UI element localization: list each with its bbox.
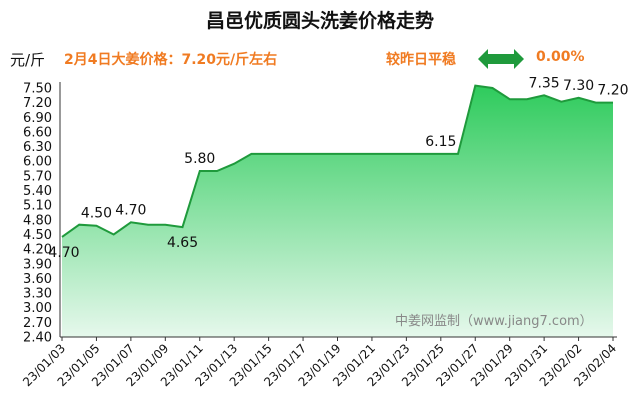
y-tick-label: 6.30 [23, 140, 52, 155]
y-tick-label: 7.20 [23, 96, 52, 111]
y-tick-label: 7.50 [23, 82, 52, 97]
y-tick-label: 5.70 [23, 169, 52, 184]
data-label: 4.65 [167, 235, 198, 251]
y-tick-label: 5.10 [23, 199, 52, 214]
y-tick-label: 4.80 [23, 213, 52, 228]
data-label: 7.35 [529, 75, 560, 91]
compare-value: 0.00% [536, 49, 585, 65]
y-tick-label: 2.40 [23, 331, 52, 346]
y-tick-label: 3.00 [23, 301, 52, 316]
y-tick-label: 5.40 [23, 184, 52, 199]
data-label: 4.70 [48, 245, 79, 261]
y-tick-label: 3.30 [23, 287, 52, 302]
data-label: 7.30 [563, 78, 594, 94]
y-tick-label: 3.60 [23, 272, 52, 287]
price-area [62, 85, 613, 337]
double-arrow-icon [478, 49, 524, 69]
y-tick-label: 6.90 [23, 111, 52, 126]
price-line [61, 84, 613, 238]
y-tick-label: 6.60 [23, 125, 52, 140]
data-label: 4.70 [115, 202, 146, 218]
data-label: 5.80 [184, 151, 215, 167]
compare-label: 较昨日平稳 [386, 52, 456, 68]
y-tick-label: 3.90 [23, 257, 52, 272]
data-label: 6.15 [425, 134, 456, 150]
watermark: 中姜网监制（www.jiang7.com） [395, 314, 593, 329]
price-headline: 2月4日大姜价格：7.20元/斤左右 [64, 52, 278, 68]
unit-label: 元/斤 [10, 51, 46, 69]
data-label: 4.50 [81, 206, 112, 222]
y-tick-label: 6.00 [23, 155, 52, 170]
y-tick-label: 4.20 [23, 243, 52, 258]
y-tick-label: 4.50 [23, 228, 52, 243]
y-tick-label: 2.70 [23, 316, 52, 331]
data-label: 7.20 [597, 83, 628, 99]
chart-title: 昌邑优质圆头洗姜价格走势 [205, 10, 434, 32]
